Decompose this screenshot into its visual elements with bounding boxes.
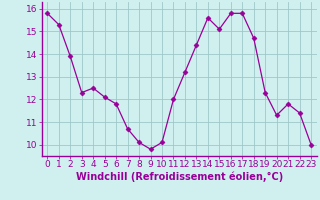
- X-axis label: Windchill (Refroidissement éolien,°C): Windchill (Refroidissement éolien,°C): [76, 172, 283, 182]
